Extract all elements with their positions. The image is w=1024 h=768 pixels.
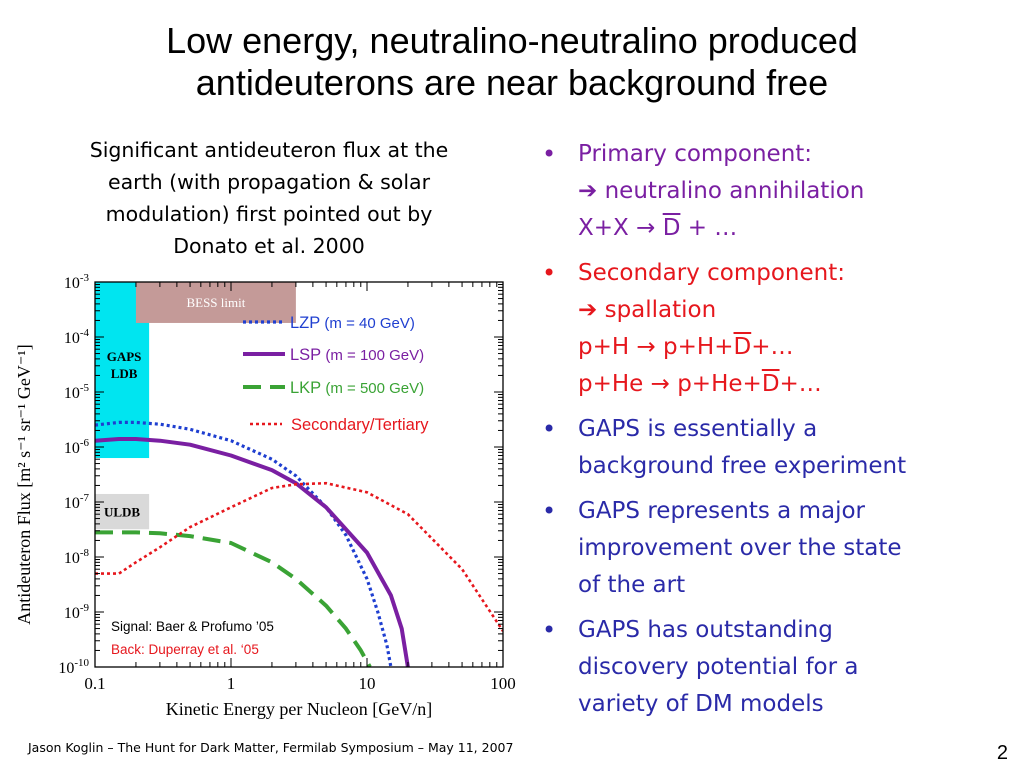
arrow-icon: ➔ (578, 178, 598, 204)
bullet-line: discovery potential for a (578, 654, 859, 680)
x-tick-label: 10 (359, 674, 376, 693)
bullet-line: improvement over the state (578, 535, 902, 561)
y-tick-label: 10-9 (64, 602, 90, 622)
chart-annotation: Back: Duperray et al. ‘05 (111, 642, 259, 657)
bullet-text: +… (751, 334, 794, 360)
y-tick-label: 10-8 (64, 547, 90, 567)
bullet-line: X+X → D + … (578, 210, 1018, 247)
slide-title: Low energy, neutralino-neutralino produc… (0, 20, 1024, 104)
region-bess-limit (135, 282, 296, 323)
plot-frame (94, 281, 504, 668)
bullet-line: ➔ spallation (578, 292, 1018, 329)
bullet-line: p+H → p+H+D+… (578, 329, 1018, 366)
bullet-major-improvement: • GAPS represents a major improvement ov… (538, 493, 1018, 604)
bullet-dot: • (542, 415, 557, 443)
bullet-line: background free experiment (578, 453, 907, 479)
legend-label: Secondary/Tertiary (291, 416, 429, 434)
y-axis-label: Antideuteron Flux [m² s⁻¹ sr⁻¹ GeV⁻¹] (14, 344, 34, 625)
series-line-secondary-tertiary (95, 481, 503, 632)
bullet-line: p+He → p+He+D+… (578, 366, 1018, 403)
chart-annotation: Signal: Baer & Profumo ’05 (111, 619, 274, 634)
bullet-text: p+He → p+He+ (578, 371, 762, 397)
bullet-text: p+H → p+H+ (578, 334, 734, 360)
antideuteron-flux-chart: GAPS LDB ULDB BESS limit 10-3 10-4 10-5 10-6 10-… (14, 272, 516, 719)
page-number: 2 (996, 742, 1008, 764)
bullet-text: +… (779, 371, 822, 397)
region-label: LDB (111, 366, 138, 381)
region-label: ULDB (104, 505, 140, 520)
bullet-secondary-component: • Secondary component: ➔ spallation p+H … (538, 255, 1018, 403)
bullet-line: Secondary component: (578, 260, 845, 286)
bullet-line: Primary component: (578, 141, 813, 167)
bullet-line: of the art (578, 572, 686, 598)
series-line-lkp (95, 530, 372, 667)
bullet-text: neutralino annihilation (604, 178, 865, 204)
bullet-dot: • (542, 497, 557, 525)
bullet-dot: • (542, 616, 557, 644)
bullet-background-free: • GAPS is essentially a background free … (538, 411, 1018, 485)
bullet-discovery-potential: • GAPS has outstanding discovery potenti… (538, 612, 1018, 723)
x-tick-label: 1 (227, 674, 236, 693)
bullet-text: spallation (604, 297, 717, 323)
y-tick-label: 10-7 (64, 492, 90, 512)
y-tick-label: 10-5 (64, 382, 90, 402)
bullet-list: • Primary component: ➔ neutralino annihi… (538, 136, 1018, 731)
caption-line-2: earth (with propagation & solar (107, 170, 431, 194)
x-tick-label: 0.1 (84, 674, 105, 693)
chart-caption: Significant antideuteron flux at the ear… (30, 134, 508, 262)
region-label: GAPS (107, 349, 142, 364)
caption-line-4: Donato et al. 2000 (173, 234, 365, 258)
legend-label: LZP (m = 40 GeV) (290, 314, 415, 332)
antideuteron-symbol: D (733, 334, 752, 360)
x-tick-label: 100 (490, 674, 516, 693)
slide-footer: Jason Koglin – The Hunt for Dark Matter,… (28, 740, 514, 755)
arrow-icon: ➔ (578, 297, 598, 323)
y-tick-label: 10-10 (58, 657, 89, 677)
bullet-text: X+X → (578, 215, 663, 241)
series-line-lzp (95, 420, 393, 667)
bullet-line: GAPS has outstanding (578, 617, 833, 643)
bullet-line: GAPS is essentially a (578, 416, 818, 442)
bullet-primary-component: • Primary component: ➔ neutralino annihi… (538, 136, 1018, 247)
region-label: BESS limit (186, 295, 245, 310)
title-line-1: Low energy, neutralino-neutralino produc… (166, 20, 858, 61)
series-line-lsp (95, 437, 410, 667)
x-axis-label: Kinetic Energy per Nucleon [GeV/n] (166, 699, 433, 719)
caption-line-1: Significant antideuteron flux at the (89, 138, 449, 162)
y-tick-label: 10-4 (64, 327, 90, 347)
bullet-line: variety of DM models (578, 691, 824, 717)
legend-label: LKP (m = 500 GeV) (290, 379, 424, 397)
y-tick-label: 10-6 (64, 437, 90, 457)
antideuteron-symbol: D (662, 215, 681, 241)
bullet-dot: • (542, 259, 557, 287)
bullet-text: + … (680, 215, 738, 241)
title-line-2: antideuterons are near background free (195, 62, 829, 103)
caption-line-3: modulation) first pointed out by (105, 202, 433, 226)
antideuteron-symbol: D (761, 371, 780, 397)
bullet-line: GAPS represents a major (578, 498, 865, 524)
bullet-line: ➔ neutralino annihilation (578, 173, 1018, 210)
bullet-dot: • (542, 140, 557, 168)
region-uldb (95, 493, 150, 530)
y-tick-label: 10-3 (64, 272, 90, 292)
legend-label: LSP (m = 100 GeV) (290, 346, 424, 364)
